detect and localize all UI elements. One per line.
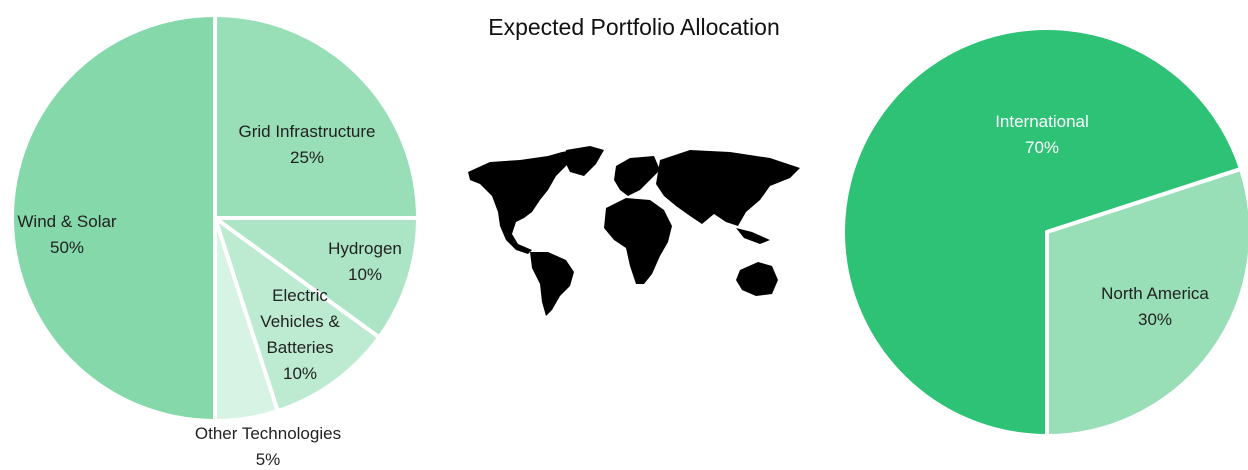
pie-slice — [841, 26, 1244, 438]
slice-value: 10% — [347, 265, 383, 284]
slice-label: North America 30% — [1075, 281, 1235, 333]
slice-value: 30% — [1137, 310, 1173, 329]
slice-name: Electric Vehicles & Batteries — [260, 286, 340, 357]
pie-slice — [10, 13, 217, 423]
slice-label: Other Technologies 5% — [168, 421, 368, 470]
world-map — [468, 146, 800, 316]
slice-name: Other Technologies — [194, 424, 342, 443]
slice-value: 10% — [282, 364, 318, 383]
chart-title: Expected Portfolio Allocation — [488, 14, 780, 40]
slice-name: North America — [1101, 284, 1209, 303]
slice-name: Wind & Solar — [17, 212, 117, 231]
slice-value: 50% — [49, 238, 85, 257]
slice-label: Hydrogen 10% — [305, 236, 425, 288]
slice-label: Wind & Solar 50% — [0, 209, 137, 261]
pie-slice — [213, 13, 420, 220]
slice-value: 5% — [255, 450, 281, 469]
pie-slice — [1045, 166, 1248, 438]
pie-slice — [213, 216, 420, 340]
slice-name: Grid Infrastructure — [238, 122, 376, 141]
slice-value: 70% — [1024, 138, 1060, 157]
slice-value: 25% — [289, 148, 325, 167]
slice-label: Electric Vehicles & Batteries 10% — [250, 283, 350, 387]
slice-label: International 70% — [962, 109, 1122, 161]
slice-label: Grid Infrastructure 25% — [207, 119, 407, 171]
pie-slice — [213, 216, 382, 414]
slice-name: International — [995, 112, 1089, 131]
slice-name: Hydrogen — [328, 239, 402, 258]
